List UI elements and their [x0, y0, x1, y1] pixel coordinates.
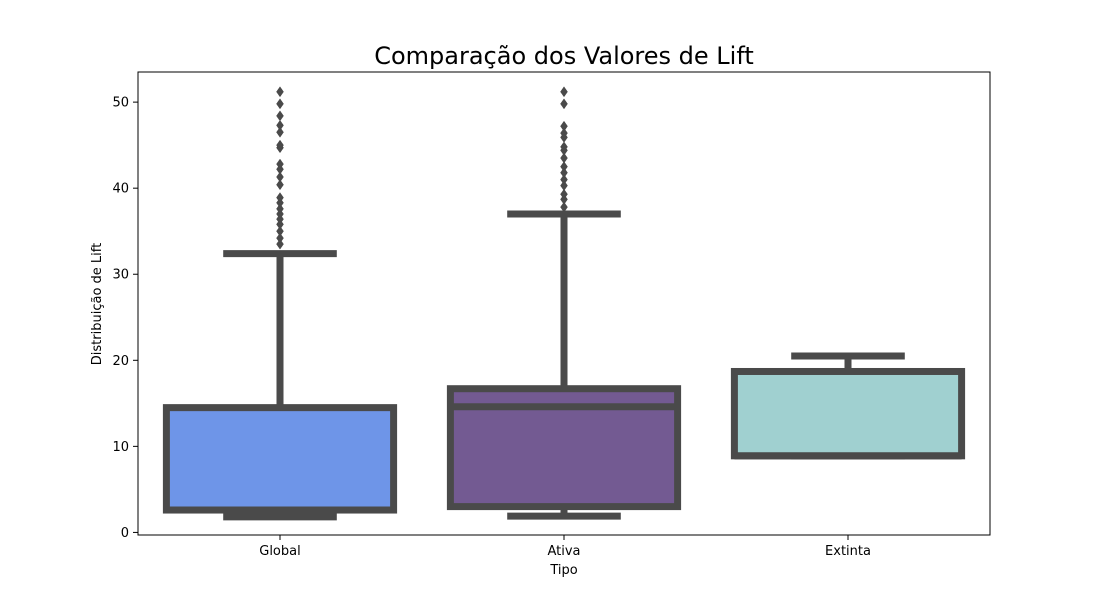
outlier-point: [560, 86, 568, 98]
outlier-point: [276, 98, 284, 110]
y-tick-label: 10: [112, 440, 129, 455]
outlier-point: [560, 188, 568, 200]
outlier-point: [276, 171, 284, 183]
y-tick-label: 30: [112, 268, 129, 283]
y-axis: 0 10 20 30 40 50: [112, 96, 138, 541]
outlier-point: [276, 179, 284, 191]
x-tick-label: Global: [259, 544, 300, 559]
x-axis: Global Ativa Extinta: [259, 535, 871, 559]
outlier-point: [276, 110, 284, 122]
outlier-point: [560, 201, 568, 213]
outlier-point: [276, 158, 284, 170]
y-tick-label: 20: [112, 354, 129, 369]
outlier-point: [276, 238, 284, 250]
outlier-point: [276, 139, 284, 151]
outlier-point: [560, 152, 568, 164]
chart-title: Comparação dos Valores de Lift: [374, 42, 754, 70]
x-tick-label: Ativa: [547, 544, 580, 559]
outlier-point: [560, 180, 568, 192]
iqr-box: [162, 404, 398, 514]
outlier-point: [560, 127, 568, 139]
outlier-point: [276, 203, 284, 215]
outlier-point: [560, 141, 568, 153]
x-axis-label: Tipo: [549, 563, 577, 578]
outlier-point: [560, 167, 568, 179]
outlier-point: [560, 120, 568, 132]
outlier-point: [276, 225, 284, 237]
outlier-point: [276, 86, 284, 98]
outlier-point: [276, 192, 284, 204]
plot-area: [162, 86, 966, 521]
outlier-point: [276, 232, 284, 244]
y-tick-label: 50: [112, 96, 129, 111]
iqr-box: [730, 367, 966, 460]
outlier-point: [560, 161, 568, 173]
y-tick-label: 40: [112, 182, 129, 197]
outlier-point: [560, 98, 568, 110]
box-ativa: [446, 86, 682, 520]
outlier-point: [560, 174, 568, 186]
y-tick-label: 0: [121, 526, 129, 541]
outlier-point: [276, 126, 284, 138]
box-global: [162, 86, 398, 521]
outlier-point: [276, 119, 284, 131]
y-axis-label: Distribuição de Lift: [90, 243, 105, 365]
x-tick-label: Extinta: [825, 544, 871, 559]
box-extinta: [730, 352, 966, 460]
